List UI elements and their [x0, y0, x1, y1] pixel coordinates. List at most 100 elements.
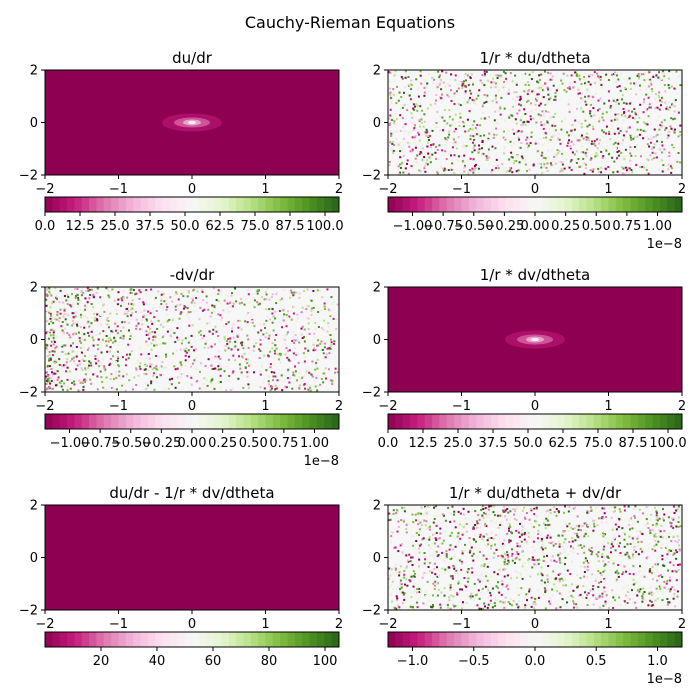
- x-tick-label: −1: [109, 617, 128, 632]
- y-tick-label: 2: [373, 281, 381, 296]
- colorbar: [387, 196, 683, 213]
- y-tick-label: 0: [30, 116, 38, 131]
- x-tick-label: 0: [188, 399, 196, 414]
- colorbar-frame: [44, 196, 340, 213]
- subplot-4: 1/r * dv/dtheta −2 −1 0 1 2 2 0 −2 0.0 12.5 25.0 37.…: [362, 266, 687, 451]
- y-tick-label: −2: [19, 604, 38, 619]
- y-tick-label: −2: [362, 169, 381, 184]
- heatmap-background: [45, 505, 339, 610]
- x-tick-label: −2: [35, 617, 54, 632]
- colorbar-tick-label: 87.5: [276, 219, 305, 234]
- colorbar-tick-label: 62.5: [549, 436, 578, 451]
- subplot-title: -dv/dr: [170, 266, 215, 284]
- x-tick-label: 1: [604, 399, 612, 414]
- x-tick-label: −1: [452, 617, 471, 632]
- colorbar-tick-label: 0.0: [525, 654, 546, 669]
- colorbar-frame: [387, 413, 683, 430]
- peak-contour: [531, 337, 539, 342]
- subplot-title: du/dr: [172, 49, 213, 67]
- colorbar-tick-label: 0.50: [582, 219, 611, 234]
- x-tick-label: −2: [35, 182, 54, 197]
- y-tick-label: −2: [19, 169, 38, 184]
- colorbar-tick-label: −0.50: [454, 219, 494, 234]
- colorbar-tick-label: 50.0: [514, 436, 543, 451]
- colorbar-tick-label: 75.0: [241, 219, 270, 234]
- colorbar-tick-label: −1.00: [393, 219, 433, 234]
- colorbar: [44, 196, 340, 213]
- y-tick-label: 2: [30, 281, 38, 296]
- x-tick-label: 2: [335, 399, 343, 414]
- colorbar-tick-label: 0.0: [378, 436, 399, 451]
- colorbar-tick-label: 100: [313, 654, 338, 669]
- colorbar-tick-label: 12.5: [409, 436, 438, 451]
- subplot-title: 1/r * du/dtheta: [479, 49, 590, 67]
- colorbar-tick-label: 25.0: [444, 436, 473, 451]
- colorbar: [44, 631, 340, 648]
- colorbar-tick-label: 0.25: [551, 219, 580, 234]
- figure-title: Cauchy-Rieman Equations: [245, 13, 455, 32]
- colorbar: [387, 631, 683, 648]
- y-tick-label: −2: [362, 386, 381, 401]
- noise-speckle: [388, 505, 682, 610]
- y-tick-label: 0: [30, 551, 38, 566]
- colorbar-tick-label: 100.0: [306, 219, 343, 234]
- colorbar-tick-label: −0.5: [458, 654, 490, 669]
- colorbar-tick-label: −1.0: [397, 654, 429, 669]
- y-tick-label: 2: [30, 64, 38, 79]
- colorbar-tick-label: 1.0: [647, 654, 668, 669]
- x-tick-label: 2: [678, 399, 686, 414]
- x-tick-label: 2: [335, 617, 343, 632]
- panels: du/dr−2 −1 0 1 220−20.0 12.5 25.0 37.5 50.0 62.5 7…: [19, 49, 687, 687]
- x-tick-label: −1: [452, 399, 471, 414]
- x-tick-label: −1: [109, 399, 128, 414]
- y-tick-label: −2: [19, 386, 38, 401]
- colorbar-tick-label: 0.50: [239, 436, 268, 451]
- colorbar-tick-label: 100.0: [649, 436, 686, 451]
- colorbar-tick-label: −0.75: [80, 436, 120, 451]
- x-tick-label: −2: [378, 399, 397, 414]
- colorbar-tick-label: 12.5: [66, 219, 95, 234]
- y-tick-label: 0: [30, 333, 38, 348]
- subplot-1: du/dr −2 −1 0 1 2 2 0 −2 0.0 12.5 25.0 37.5 50.0 62.5 7…: [19, 49, 344, 234]
- y-tick-label: 2: [30, 499, 38, 514]
- subplot-5: du/dr - 1/r * dv/dtheta−2 −1 0 1 220−220 40 60…: [19, 484, 343, 669]
- colorbar-tick-label: 80: [261, 654, 278, 669]
- colorbar-tick-label: 50.0: [171, 219, 200, 234]
- colorbar-tick-label: 0.00: [521, 219, 550, 234]
- subplot-2: 1/r * du/dtheta −2 −1 0 1 2 2 0 −2 −1.00−0.75−0.5…: [362, 49, 686, 252]
- colorbar-tick-label: 1.00: [643, 219, 672, 234]
- noise-speckle: [45, 287, 339, 392]
- colorbar-tick-label: 0.25: [208, 436, 237, 451]
- colorbar-tick-label: 60: [205, 654, 222, 669]
- subplot-6: 1/r * du/dtheta + dv/dr −2 −1 0 1 2 2 0 −2 −1.0 −0…: [362, 484, 686, 687]
- x-tick-label: 1: [604, 617, 612, 632]
- peak-contour: [188, 120, 196, 125]
- x-tick-label: 1: [261, 617, 269, 632]
- y-tick-label: 2: [373, 64, 381, 79]
- x-tick-label: 0: [531, 399, 539, 414]
- x-tick-label: −2: [378, 617, 397, 632]
- colorbar: [44, 413, 340, 430]
- y-tick-label: 0: [373, 333, 381, 348]
- colorbar-tick-label: 0.0: [35, 219, 56, 234]
- colorbar-tick-label: 62.5: [206, 219, 235, 234]
- x-tick-label: −1: [109, 182, 128, 197]
- x-tick-label: −2: [35, 399, 54, 414]
- y-tick-label: 0: [373, 551, 381, 566]
- x-tick-label: 2: [678, 182, 686, 197]
- colorbar-tick-label: 25.0: [101, 219, 130, 234]
- colorbar: [387, 413, 683, 430]
- x-tick-label: 1: [261, 182, 269, 197]
- colorbar-offset-label: 1e−8: [304, 454, 339, 469]
- y-tick-label: −2: [362, 604, 381, 619]
- y-tick-label: 0: [373, 116, 381, 131]
- colorbar-offset-label: 1e−8: [647, 237, 682, 252]
- colorbar-tick-label: 0.75: [612, 219, 641, 234]
- colorbar-tick-label: −1.00: [50, 436, 90, 451]
- x-tick-label: −1: [452, 182, 471, 197]
- x-tick-label: 2: [335, 182, 343, 197]
- colorbar-tick-label: 20: [93, 654, 110, 669]
- y-tick-label: 2: [373, 499, 381, 514]
- x-tick-label: 0: [531, 182, 539, 197]
